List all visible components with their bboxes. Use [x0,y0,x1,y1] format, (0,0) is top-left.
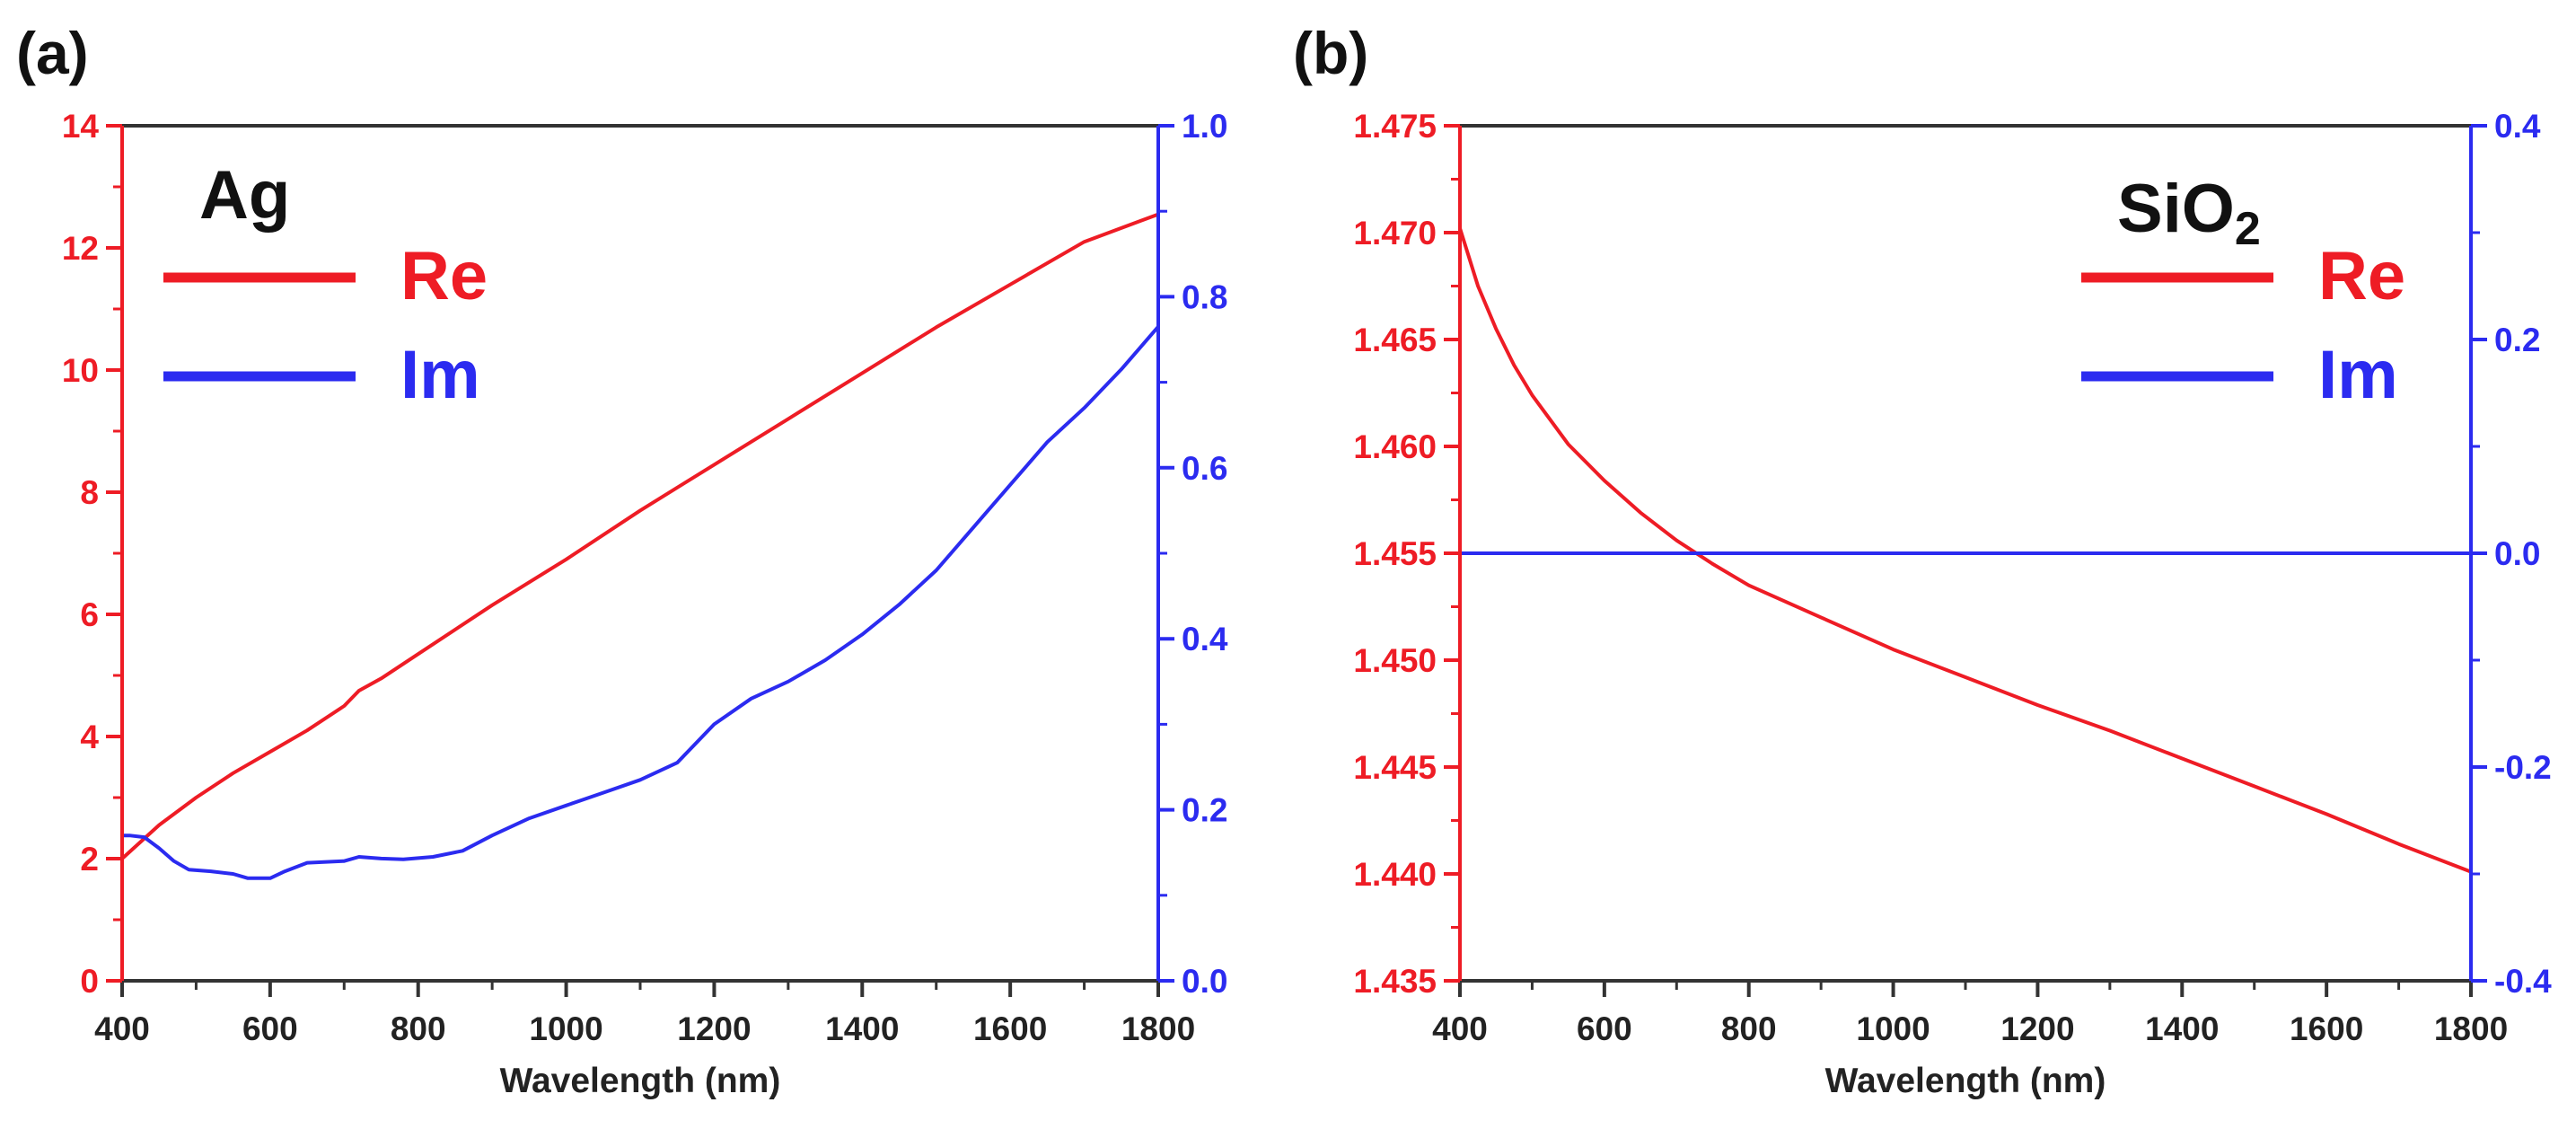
left-y-tick-label: 0 [80,963,99,1000]
right-y-tick-label: -0.4 [2494,963,2552,1000]
legend-label-re: Re [400,238,488,314]
x-tick-label: 1600 [2290,1010,2363,1047]
right-y-tick-label: 1.0 [1182,108,1227,145]
right-y-tick-label: 0.4 [2494,108,2541,145]
series-line-re [120,212,1159,860]
material-name: SiO [2117,171,2235,247]
left-y-tick-label: 1.445 [1353,749,1437,786]
left-y-tick-label: 12 [62,230,99,267]
material-label: SiO2 [2117,171,2261,255]
left-y-tick-label: 1.435 [1353,963,1437,1000]
left-y-tick-label: 1.440 [1353,856,1437,893]
x-tick-label: 1200 [2000,1010,2074,1047]
material-name: Ag [199,157,290,234]
x-tick-label: 1600 [973,1010,1047,1047]
panel-a: (a) 400 600 800 1000 1200 1400 1600 1800 Waveleng… [16,20,1228,1100]
x-tick-label: 600 [242,1010,298,1047]
left-y-tick-label: 10 [62,352,99,389]
left-y-tick-label: 1.465 [1353,322,1437,358]
x-tick-label: 800 [391,1010,446,1047]
right-y-tick-label: 0.8 [1182,278,1227,315]
legend-label-im: Im [2318,337,2398,413]
left-y-tick-label: 1.455 [1353,535,1437,572]
x-tick-label: 400 [1432,1010,1488,1047]
series-line-re [1458,227,2472,874]
right-y-tick-label: -0.2 [2494,749,2552,786]
left-y-tick-label: 8 [80,474,99,511]
material-subscript: 2 [2235,203,2261,255]
x-tick-label: 1200 [677,1010,751,1047]
right-y-tick-label: 0.0 [1182,963,1227,1000]
x-axis-label: Wavelength (nm) [1825,1062,2106,1100]
x-tick-label: 1400 [825,1010,899,1047]
left-y-tick-label: 1.450 [1353,642,1437,679]
left-y-tick-label: 1.460 [1353,428,1437,465]
x-tick-label: 800 [1721,1010,1777,1047]
left-y-tick-label: 14 [62,108,100,145]
x-tick-label: 1400 [2145,1010,2219,1047]
right-y-tick-label: 0.6 [1182,450,1227,487]
right-y-tick-label: 0.0 [2494,535,2540,572]
right-y-tick-label: 0.2 [2494,322,2540,358]
left-y-tick-label: 1.475 [1353,108,1437,145]
x-axis-label: Wavelength (nm) [500,1062,781,1100]
x-tick-label: 1800 [1121,1010,1195,1047]
x-tick-label: 400 [94,1010,150,1047]
x-tick-label: 600 [1577,1010,1632,1047]
series-line-im [122,325,1160,880]
x-tick-label: 1000 [529,1010,602,1047]
panel-b: (b) 400 600 800 1000 1200 1400 1600 1800 Waveleng… [1293,20,2552,1100]
material-label: Ag [199,157,290,234]
panel-label: (b) [1293,20,1368,86]
panel-label: (a) [16,20,89,86]
legend-label-im: Im [400,337,480,413]
right-y-tick-label: 0.4 [1182,621,1228,657]
legend-label-re: Re [2318,238,2405,314]
left-y-tick-label: 1.470 [1353,215,1437,251]
left-y-tick-label: 4 [80,719,99,755]
x-tick-label: 1800 [2434,1010,2508,1047]
left-y-tick-label: 6 [80,596,99,633]
left-y-tick-label: 2 [80,841,99,878]
right-y-tick-label: 0.2 [1182,792,1227,829]
x-tick-label: 1000 [1856,1010,1930,1047]
